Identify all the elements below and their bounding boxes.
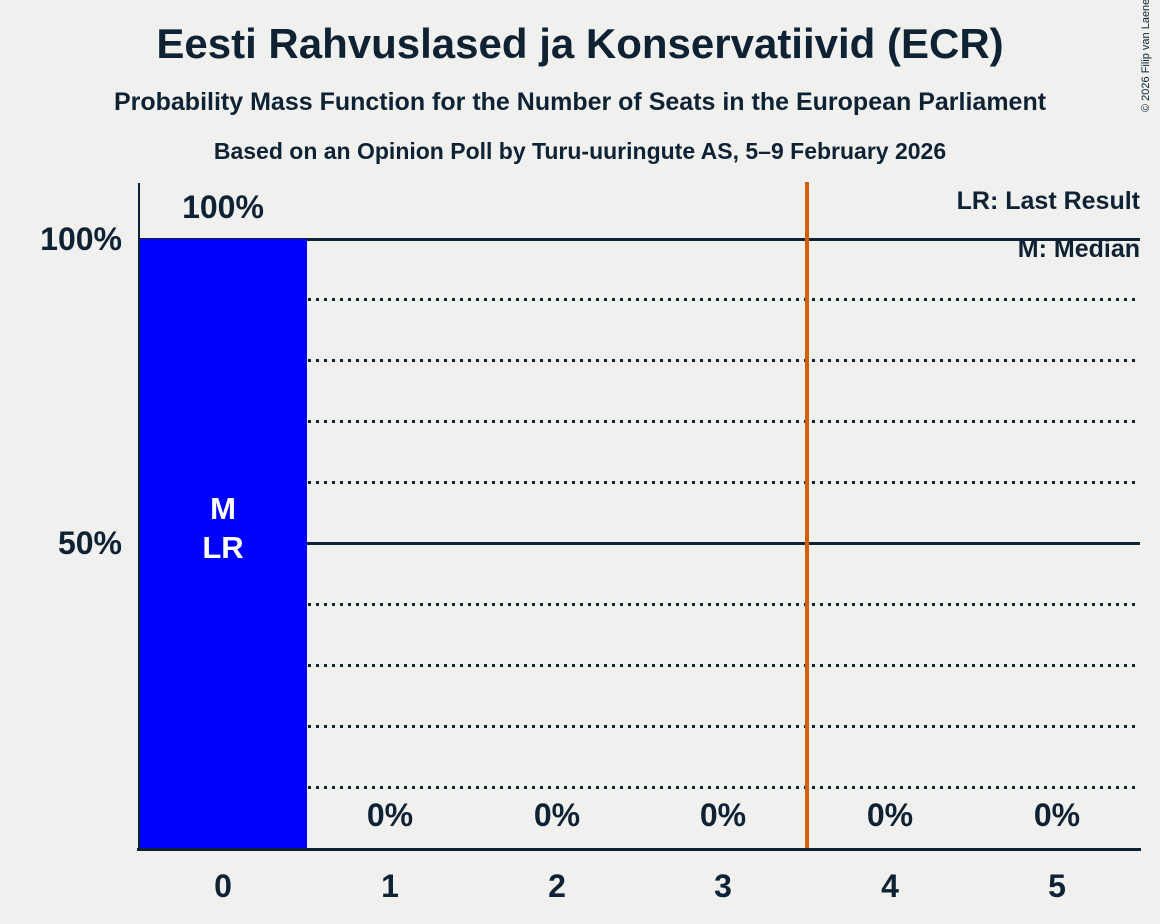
legend-last-result: LR: Last Result <box>956 187 1140 215</box>
gridline-dotted-30 <box>140 663 1140 667</box>
chart-source-line: Based on an Opinion Poll by Turu-uuringu… <box>213 138 947 164</box>
bar-annotation-median-lastresult: M LR <box>143 489 303 567</box>
x-tick-seat-2: 2 <box>548 868 566 904</box>
legend-median: M: Median <box>1017 235 1140 263</box>
last-result-marker: LR <box>202 530 244 565</box>
value-label-seat-2: 0% <box>533 797 581 833</box>
y-axis-line <box>138 183 140 851</box>
gridline-dotted-20 <box>140 724 1140 728</box>
value-label-seat-0: 100% <box>182 189 264 225</box>
x-axis-line <box>137 848 1141 851</box>
gridline-dotted-70 <box>140 420 1140 424</box>
value-label-seat-4: 0% <box>866 797 914 833</box>
x-tick-seat-1: 1 <box>381 868 399 904</box>
value-label-seat-5: 0% <box>1033 797 1081 833</box>
chart-subtitle: Probability Mass Function for the Number… <box>113 88 1047 116</box>
value-label-seat-3: 0% <box>699 797 747 833</box>
y-tick-100: 100% <box>40 221 122 257</box>
vertical-marker-line <box>804 182 809 848</box>
x-tick-seat-0: 0 <box>214 868 232 904</box>
gridline-dotted-80 <box>140 359 1140 363</box>
bar-seat-0 <box>140 239 307 848</box>
gridline-dotted-10 <box>140 785 1140 789</box>
gridline-dotted-60 <box>140 481 1140 485</box>
page-title: Eesti Rahvuslased ja Konservatiivid (ECR… <box>156 20 1004 67</box>
x-tick-seat-5: 5 <box>1048 868 1066 904</box>
x-tick-seat-3: 3 <box>714 868 732 904</box>
x-tick-seat-4: 4 <box>881 868 899 904</box>
gridline-solid-100 <box>140 237 1140 241</box>
gridline-dotted-40 <box>140 602 1140 606</box>
value-label-seat-1: 0% <box>366 797 414 833</box>
gridline-dotted-90 <box>140 298 1140 302</box>
gridline-solid-50 <box>140 542 1140 545</box>
median-marker: M <box>210 491 236 526</box>
y-tick-50: 50% <box>57 525 122 561</box>
copyright-notice: © 2026 Filip van Laenen <box>1140 0 1152 112</box>
